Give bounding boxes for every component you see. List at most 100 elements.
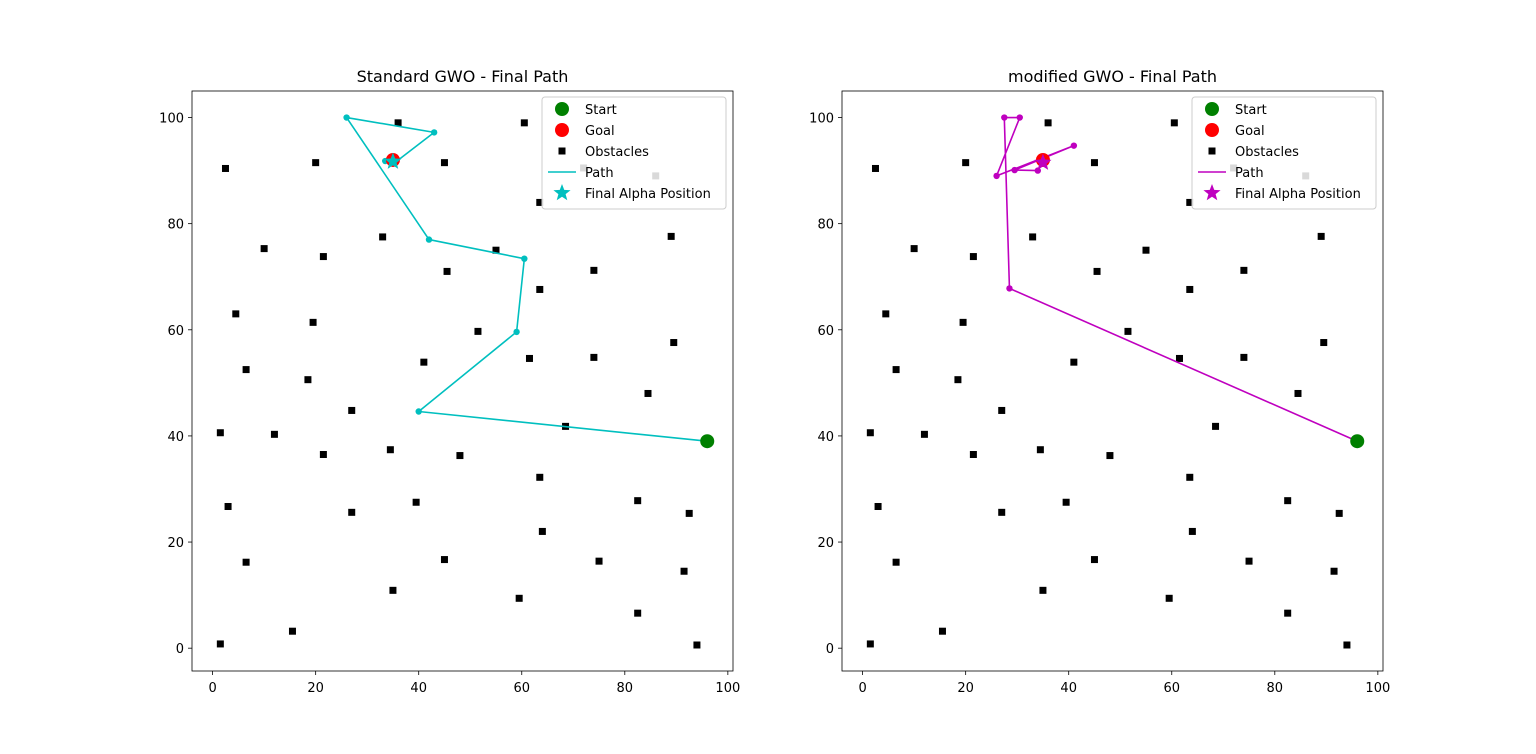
obstacle-marker — [1284, 609, 1292, 617]
obstacle-marker — [420, 358, 428, 366]
obstacle-marker — [1317, 232, 1325, 240]
start-marker — [1350, 434, 1365, 449]
obstacle-marker — [590, 266, 598, 274]
axes-frame — [191, 90, 734, 672]
obstacle-marker — [1142, 246, 1150, 254]
obstacle-marker — [667, 232, 675, 240]
obstacle-marker — [1175, 354, 1183, 362]
legend-label: Goal — [1235, 124, 1265, 139]
obstacle-marker — [938, 627, 946, 635]
obstacle-marker — [492, 246, 500, 254]
obstacle-marker — [221, 164, 229, 172]
path-point — [343, 114, 350, 121]
obstacle-marker — [1240, 266, 1248, 274]
obstacle-marker — [962, 159, 970, 167]
obstacle-marker — [348, 508, 356, 516]
path-point — [1016, 114, 1023, 121]
legend: Start Goal Obstacles Path Final Alpha Positi… — [1191, 96, 1377, 210]
path-point — [1006, 285, 1013, 292]
obstacle-marker — [1039, 586, 1047, 594]
obstacle-marker — [1330, 567, 1338, 575]
axes-1: modified GWO - Final Path 0 20 40 60 80 100 0 20… — [809, 67, 1390, 696]
final-alpha-marker — [1034, 153, 1052, 170]
path-point — [1070, 142, 1078, 149]
axes-0: Standard GWO - Final Path 0 20 40 60 80 100 0 20… — [159, 67, 740, 696]
obstacle-marker — [520, 119, 528, 127]
legend-label: Final Alpha Position — [1235, 187, 1361, 202]
obstacle-marker — [954, 376, 962, 384]
legend-box — [541, 96, 727, 210]
obstacle-marker — [386, 446, 394, 454]
legend-start-marker — [1205, 102, 1219, 116]
obstacle-marker — [1036, 446, 1044, 454]
obstacle-marker — [456, 452, 464, 460]
obstacle-marker — [348, 406, 356, 414]
obstacle-marker — [1106, 452, 1114, 460]
x-tick-label: 0 — [208, 681, 216, 696]
y-tick-label: 80 — [167, 218, 184, 233]
obstacle-marker — [1335, 509, 1343, 517]
y-tick-label: 0 — [176, 642, 184, 657]
obstacle-marker — [998, 508, 1006, 516]
obstacle-marker — [260, 245, 268, 253]
obstacle-marker — [1294, 389, 1302, 397]
obstacle-marker — [1029, 233, 1037, 241]
legend-goal-marker — [1205, 123, 1219, 137]
obstacle-marker — [634, 609, 642, 617]
y-tick-label: 60 — [817, 324, 834, 339]
obstacle-marker — [685, 509, 693, 517]
obstacle-marker — [1093, 267, 1101, 275]
obstacle-marker — [536, 285, 544, 293]
path-point — [521, 255, 528, 262]
legend-alpha-marker — [553, 184, 571, 201]
obstacle-marker — [288, 627, 296, 635]
legend-label: Start — [585, 103, 617, 118]
obstacle-marker — [536, 198, 544, 206]
y-tick-label: 20 — [817, 536, 834, 551]
obstacle-marker — [1284, 497, 1292, 505]
legend-alpha-marker — [1203, 184, 1221, 201]
chart-title: Standard GWO - Final Path — [357, 67, 569, 86]
obstacle-marker — [1320, 339, 1328, 347]
legend: Start Goal Obstacles Path Final Alpha Positi… — [541, 96, 727, 210]
obstacle-marker — [319, 450, 327, 458]
path-point — [1001, 114, 1008, 121]
obstacle-marker — [319, 253, 327, 261]
obstacle-marker — [216, 640, 224, 648]
path-point — [993, 172, 1000, 180]
path-point — [415, 408, 422, 415]
obstacle-marker — [394, 119, 402, 127]
obstacle-marker — [379, 233, 387, 241]
x-tick-label: 80 — [1267, 681, 1284, 696]
chart-title: modified GWO - Final Path — [1008, 67, 1217, 86]
obstacle-marker — [866, 640, 874, 648]
path-point — [513, 328, 520, 336]
obstacle-marker — [693, 641, 701, 649]
obstacle-marker — [224, 502, 232, 510]
obstacle-marker — [440, 159, 448, 167]
obstacle-marker — [440, 556, 448, 564]
obstacle-marker — [1090, 556, 1098, 564]
obstacle-marker — [538, 527, 546, 535]
obstacle-marker — [242, 558, 250, 566]
obstacle-marker — [969, 253, 977, 261]
y-tick-label: 0 — [826, 642, 834, 657]
obstacle-marker — [680, 567, 688, 575]
obstacle-marker — [242, 366, 250, 374]
x-tick-label: 20 — [307, 681, 324, 696]
legend-label: Start — [1235, 103, 1267, 118]
x-tick-label: 20 — [957, 681, 974, 696]
obstacle-marker — [1165, 594, 1173, 602]
obstacle-marker — [312, 159, 320, 167]
y-tick-label: 20 — [167, 536, 184, 551]
y-tick-label: 40 — [167, 430, 184, 445]
x-tick-label: 100 — [1365, 681, 1390, 696]
x-tick-label: 80 — [617, 681, 634, 696]
obstacle-marker — [670, 339, 678, 347]
obstacle-marker — [515, 594, 523, 602]
obstacle-marker — [1044, 119, 1052, 127]
obstacle-marker — [412, 498, 420, 506]
obstacle-marker — [232, 310, 240, 318]
obstacle-marker — [871, 164, 879, 172]
x-tick-label: 40 — [1060, 681, 1077, 696]
